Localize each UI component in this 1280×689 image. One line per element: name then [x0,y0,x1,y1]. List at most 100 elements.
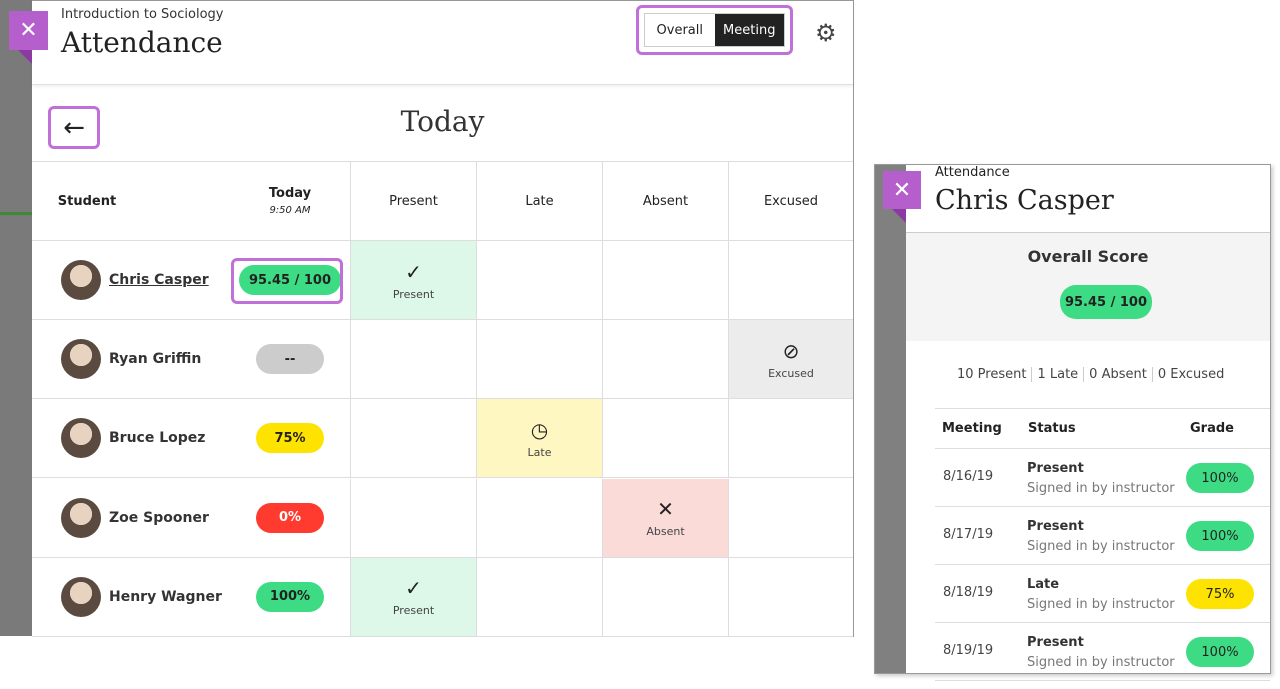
table-row: Ryan Griffin -- ⊘ Excused [32,320,853,400]
meeting-note: Signed in by instructor [1027,597,1175,612]
toggle-overall[interactable]: Overall [645,14,715,46]
student-name[interactable]: Chris Casper [109,272,209,288]
col-present[interactable]: Present [350,161,476,241]
score-pill[interactable]: 0% [256,502,324,533]
grade-pill: 100% [1186,521,1254,551]
grade-header: Grade [1190,421,1234,436]
present-cell[interactable]: ✓ Present [350,241,476,319]
excused-cell[interactable] [728,399,853,478]
avatar [61,260,101,300]
late-cell[interactable] [476,557,602,636]
header-spacer [142,161,230,241]
present-cell[interactable] [350,399,476,478]
excused-cell[interactable] [728,557,853,636]
col-absent[interactable]: Absent [602,161,728,241]
late-cell[interactable] [476,320,602,399]
table-row: Chris Casper 95.45 / 100 ✓ Present [32,241,853,320]
background-strip [0,0,32,636]
meeting-row: 8/18/19 Late Signed in by instructor 75% [935,565,1270,623]
header: Introduction to Sociology Attendance Ove… [32,1,853,85]
present-icon: ✓ [405,259,422,284]
status-label: Present [392,287,435,301]
avatar [61,497,101,538]
col-excused[interactable]: Excused [728,161,853,241]
meeting-status: Present [1027,635,1084,650]
absent-cell[interactable] [602,320,728,399]
present-cell[interactable] [350,478,476,557]
table-row: Zoe Spooner 0% ✕ Absent [32,478,853,558]
excused-cell[interactable] [728,241,853,319]
panel-subtitle: Attendance [935,165,1010,180]
score-pill[interactable]: 100% [256,581,324,612]
late-cell[interactable]: ◷ Late [476,399,602,478]
view-title: Today [400,105,485,138]
close-icon: ✕ [19,18,38,43]
meeting-date: 8/18/19 [943,585,994,600]
meeting-row: 8/16/19 Present Signed in by instructor … [935,449,1270,507]
student-name[interactable]: Henry Wagner [109,588,222,605]
late-icon: ◷ [530,417,549,442]
status-label: Present [392,604,435,618]
absent-cell[interactable] [602,241,728,319]
status-label: Excused [768,366,814,380]
toggle-meeting[interactable]: Meeting [714,14,784,46]
arrow-left-icon: ← [63,112,85,143]
score-pill[interactable]: -- [256,344,324,375]
late-cell[interactable] [476,478,602,557]
student-name[interactable]: Bruce Lopez [109,430,206,447]
view-toggle: Overall Meeting [636,5,793,55]
avatar [61,339,101,380]
course-name: Introduction to Sociology [61,7,224,22]
meeting-date: 8/17/19 [943,527,994,542]
col-student: Student [32,161,142,241]
grade-pill: 100% [1186,637,1254,667]
close-icon: ✕ [892,177,912,203]
close-button[interactable]: ✕ [9,11,48,50]
page-title: Attendance [61,26,223,59]
meeting-status: Present [1027,519,1084,534]
student-name[interactable]: Zoe Spooner [109,509,209,526]
col-today: Today 9:50 AM [230,161,350,241]
excused-icon: ⊘ [782,338,800,363]
meeting-note: Signed in by instructor [1027,481,1175,496]
meeting-note: Signed in by instructor [1027,539,1175,554]
back-button[interactable]: ← [48,106,100,149]
excused-cell[interactable] [728,478,853,557]
meeting-row: 8/17/19 Present Signed in by instructor … [935,507,1270,565]
panel-close-button[interactable]: ✕ [883,171,921,209]
present-icon: ✓ [405,576,422,601]
meeting-status: Present [1027,461,1084,476]
meeting-header: Meeting [942,421,1002,436]
attendance-panel: Introduction to Sociology Attendance Ove… [32,0,854,637]
score-pill[interactable]: 95.45 / 100 [239,265,341,295]
overall-score-label: Overall Score [1027,247,1149,266]
close-fold [18,50,32,64]
table-row: Henry Wagner 100% ✓ Present [32,557,853,637]
gear-icon[interactable]: ⚙ [815,19,837,47]
student-detail-panel: Attendance Chris Casper Overall Score 95… [874,164,1271,681]
excused-cell[interactable]: ⊘ Excused [728,320,853,399]
meeting-status: Late [1027,577,1060,592]
panel-title: Chris Casper [935,185,1114,216]
meeting-note: Signed in by instructor [1027,655,1175,670]
status-header: Status [1028,421,1076,436]
score-pill[interactable]: 75% [256,423,324,454]
attendance-counts: 10 Present 1 Late 0 Absent 0 Excused [957,367,1225,382]
meeting-date: 8/16/19 [943,469,994,484]
student-name[interactable]: Ryan Griffin [109,351,202,368]
col-late[interactable]: Late [476,161,602,241]
status-label: Late [527,445,552,459]
late-cell[interactable] [476,241,602,319]
absent-cell[interactable] [602,557,728,636]
absent-cell[interactable] [602,399,728,478]
grade-pill: 100% [1186,463,1254,493]
meeting-date: 8/19/19 [943,643,994,658]
absent-cell[interactable]: ✕ Absent [602,478,728,557]
present-cell[interactable]: ✓ Present [350,557,476,636]
avatar [61,576,101,617]
score-highlight [231,258,343,304]
close-fold [892,209,906,223]
present-cell[interactable] [350,320,476,399]
meeting-row: 8/19/19 Present Signed in by instructor … [935,623,1270,681]
overall-score-pill: 95.45 / 100 [1060,285,1152,319]
